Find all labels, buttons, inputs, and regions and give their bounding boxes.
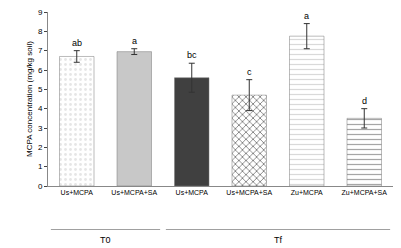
svg-text:1: 1 xyxy=(38,162,43,171)
svg-text:0: 0 xyxy=(38,182,43,191)
svg-text:6: 6 xyxy=(38,66,43,75)
svg-text:T0: T0 xyxy=(100,235,111,245)
svg-text:d: d xyxy=(362,96,367,106)
svg-text:c: c xyxy=(247,67,252,77)
svg-text:ab: ab xyxy=(72,38,82,48)
svg-text:Zu+MCPA: Zu+MCPA xyxy=(291,189,323,196)
svg-text:2: 2 xyxy=(38,143,43,152)
svg-text:Us+MCPA: Us+MCPA xyxy=(61,189,94,196)
svg-text:Us+MCPA+SA: Us+MCPA+SA xyxy=(226,189,272,196)
svg-text:9: 9 xyxy=(38,8,43,17)
svg-text:a: a xyxy=(304,11,309,21)
svg-text:Tf: Tf xyxy=(274,235,282,245)
svg-text:3: 3 xyxy=(38,124,43,133)
svg-text:a: a xyxy=(132,36,137,46)
svg-text:MCPA concentration (mg/kg soil: MCPA concentration (mg/kg soil) xyxy=(25,41,34,157)
svg-text:7: 7 xyxy=(38,46,43,55)
svg-text:4: 4 xyxy=(38,104,43,113)
svg-text:bc: bc xyxy=(187,50,197,60)
svg-text:Us+MCPA+SA: Us+MCPA+SA xyxy=(111,189,157,196)
svg-text:5: 5 xyxy=(38,85,43,94)
svg-text:Us+MCPA: Us+MCPA xyxy=(176,189,209,196)
svg-text:Zu+MCPA+SA: Zu+MCPA+SA xyxy=(342,189,388,196)
svg-text:8: 8 xyxy=(38,27,43,36)
